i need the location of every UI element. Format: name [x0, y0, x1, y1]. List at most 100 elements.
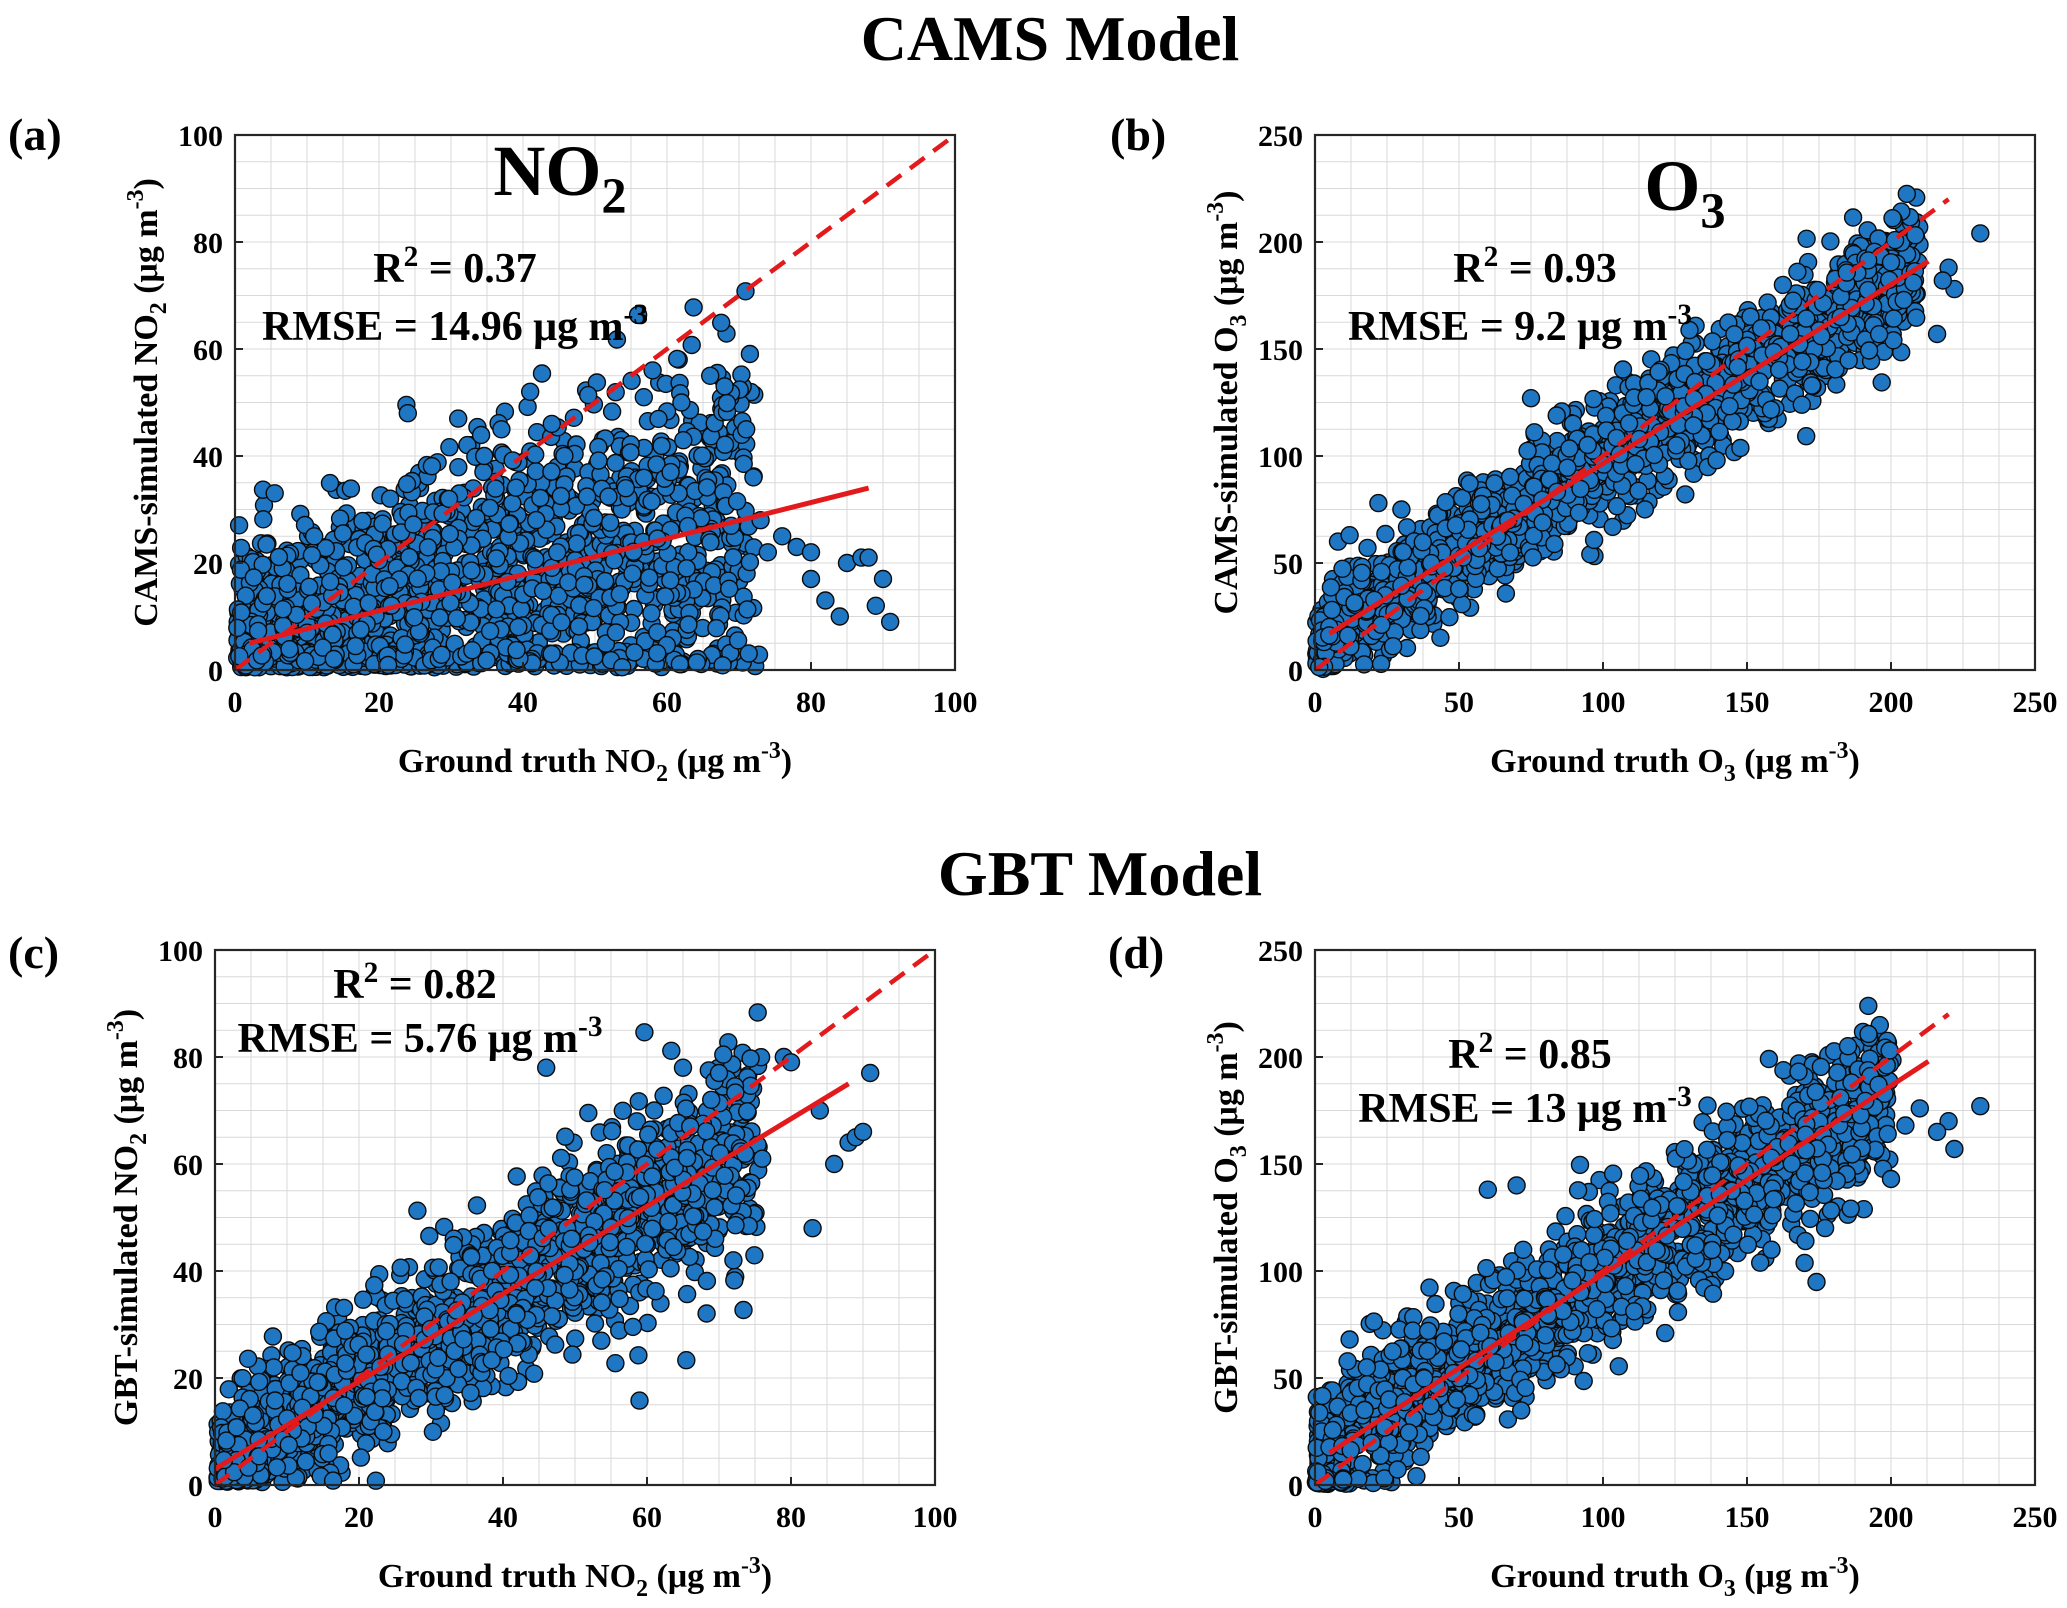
scatter-point — [697, 1304, 716, 1323]
scatter-point — [542, 644, 561, 664]
x-tick-label: 20 — [364, 686, 394, 719]
scatter-point — [643, 361, 662, 380]
scatter-point — [527, 510, 546, 530]
rmse-annotation: RMSE = 14.96 μg m-3 — [262, 299, 648, 350]
scatter-point — [563, 1345, 582, 1364]
scatter-point — [400, 547, 419, 567]
scatter-point — [1783, 291, 1803, 310]
scatter-point — [531, 488, 550, 508]
scatter-point — [773, 527, 792, 546]
scatter-point — [1927, 324, 1947, 344]
scatter-point — [1626, 454, 1645, 474]
scatter-point — [341, 479, 361, 498]
scatter-point — [1393, 542, 1413, 562]
scatter-point — [1725, 325, 1744, 344]
y-tick-label: 20 — [193, 548, 223, 581]
scatter-point — [334, 558, 353, 577]
scatter-point — [449, 409, 468, 428]
scatter-point — [1436, 493, 1455, 512]
scatter-point — [606, 453, 625, 473]
scatter-point — [487, 600, 506, 619]
scatter-point — [1758, 293, 1777, 312]
scatter-point — [701, 533, 720, 552]
scatter-point — [1821, 232, 1840, 251]
scatter-point — [1584, 530, 1604, 550]
scatter-point — [1369, 493, 1388, 513]
scatter-point — [440, 438, 459, 457]
scatter-point — [548, 543, 567, 562]
scatter-point — [492, 420, 511, 439]
scatter-point — [467, 508, 486, 528]
scatter-point — [422, 457, 442, 476]
scatter-point — [418, 538, 438, 557]
scatter-point — [467, 1196, 487, 1215]
scatter-point — [511, 600, 531, 619]
scatter-point — [1792, 395, 1812, 414]
scatter-point — [677, 559, 696, 578]
scatter-point — [693, 446, 712, 465]
scatter-point — [737, 420, 756, 439]
scatter-point — [254, 510, 273, 529]
scatter-point — [351, 620, 370, 639]
x-tick-label: 200 — [1869, 686, 1914, 719]
scatter-point — [1383, 637, 1403, 656]
y-tick-label: 80 — [193, 227, 223, 260]
scatter-point — [713, 656, 732, 675]
x-tick-label: 250 — [2013, 686, 2058, 719]
scatter-point — [228, 618, 247, 638]
scatter-point — [487, 549, 506, 568]
scatter-point — [1644, 445, 1664, 465]
scatter-point — [1322, 600, 1342, 620]
scatter-point — [830, 607, 849, 626]
scatter-point — [1525, 423, 1544, 442]
scatter-point — [585, 647, 604, 666]
scatter-point — [613, 1101, 632, 1121]
y-tick-label: 100 — [178, 120, 223, 153]
scatter-point — [649, 409, 668, 429]
scatter-point — [441, 593, 460, 613]
scatter-point — [229, 516, 249, 535]
scatter-point — [602, 402, 622, 421]
scatter-point — [584, 508, 604, 528]
scatter-point — [408, 569, 427, 588]
y-tick-label: 0 — [1288, 655, 1303, 688]
scatter-point — [635, 1023, 654, 1042]
scatter-point — [734, 1300, 753, 1320]
scatter-point — [398, 404, 417, 423]
scatter-point — [462, 561, 481, 580]
scatter-point — [712, 313, 731, 332]
scatter-point — [480, 621, 500, 641]
scatter-point — [1780, 324, 1800, 344]
y-tick-label: 40 — [193, 441, 223, 474]
scatter-point — [801, 569, 821, 589]
scatter-point — [1906, 308, 1926, 327]
x-tick-label: 60 — [652, 686, 682, 719]
scatter-point — [758, 543, 777, 562]
scatter-point — [1569, 503, 1589, 522]
scatter-point — [687, 653, 706, 672]
scatter-point — [613, 658, 632, 677]
scatter-point — [816, 591, 835, 610]
scatter-point — [739, 644, 758, 663]
scatter-point — [404, 515, 423, 534]
scatter-point — [542, 414, 561, 434]
scatter-point — [344, 597, 363, 616]
scatter-point — [727, 492, 747, 511]
scatter-point — [738, 600, 757, 619]
scatter-point — [432, 645, 451, 664]
scatter-point — [873, 569, 893, 589]
scatter-point — [1413, 533, 1433, 552]
scatter-point — [365, 1275, 384, 1295]
scatter-point — [724, 548, 743, 567]
x-tick-label: 150 — [1725, 686, 1770, 719]
scatter-point — [320, 473, 340, 493]
scatter-point — [305, 527, 324, 546]
scatter-point — [1761, 400, 1781, 419]
scatter-point — [346, 636, 365, 656]
scatter-point — [321, 572, 340, 591]
scatter-point — [1697, 352, 1716, 371]
scatter-point — [507, 640, 526, 660]
scatter-point — [656, 587, 675, 606]
scatter-point — [278, 574, 297, 593]
scatter-point — [601, 513, 620, 532]
